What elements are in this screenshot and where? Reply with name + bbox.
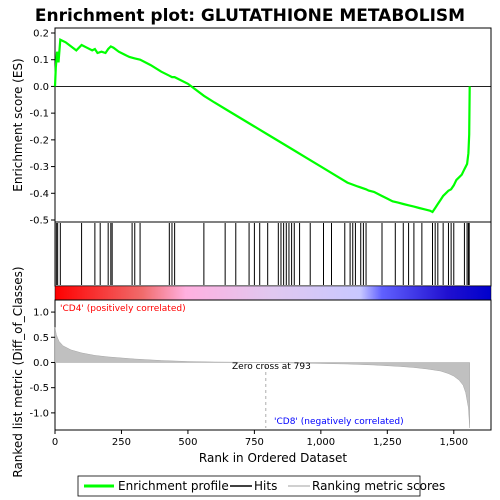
enrichment-profile-line: [53, 37, 471, 214]
metric-y-axis: 1.0 0.5 0.0 -0.5 -1.0: [29, 308, 55, 419]
legend-label-hits: Hits: [254, 479, 277, 493]
es-y-tick-label: 0.1: [33, 55, 49, 66]
ranking-metric-area: [54, 327, 470, 429]
metric-y-tick-label: -1.0: [29, 408, 49, 419]
metric-y-axis-label: Ranked list metric (Diff_of_Classes): [11, 266, 25, 477]
colorbar-gradient: [54, 285, 492, 301]
metric-panel: 'CD4' (positively correlated) 'CD8' (neg…: [11, 266, 492, 478]
x-tick-label: 1,500: [439, 437, 468, 448]
es-panel: 0.2 0.1 0.0 -0.1 -0.2 -0.3 -0.4 -0.5 Enrichment…: [11, 27, 492, 227]
negative-correlation-label: 'CD8' (negatively correlated): [274, 417, 404, 427]
hits-panel: [54, 221, 492, 287]
x-tick-label: 1,250: [373, 437, 402, 448]
es-y-tick-label: -0.2: [29, 135, 49, 146]
x-axis-label: Rank in Ordered Dataset: [199, 451, 347, 465]
es-y-tick-label: -0.1: [29, 109, 49, 120]
metric-y-tick-label: 0.0: [33, 358, 49, 369]
legend-label-ranking-metric: Ranking metric scores: [312, 479, 445, 493]
x-tick-label: 250: [112, 437, 131, 448]
metric-y-tick-label: -0.5: [29, 383, 49, 394]
zero-cross-label: Zero cross at 793: [232, 362, 311, 372]
legend-label-enrichment-profile: Enrichment profile: [118, 479, 229, 493]
es-y-tick-label: -0.4: [29, 189, 49, 200]
es-y-tick-label: -0.3: [29, 162, 49, 173]
x-tick-label: 1,000: [307, 437, 336, 448]
x-tick-label: 500: [178, 437, 197, 448]
es-y-tick-label: 0.0: [33, 82, 49, 93]
rank-colorbar: [54, 285, 492, 301]
hit-marks: [55, 223, 470, 285]
x-tick-label: 750: [245, 437, 264, 448]
es-y-tick-label: 0.2: [33, 29, 49, 40]
legend: Enrichment profile Hits Ranking metric s…: [77, 475, 445, 497]
metric-x-axis: 0 250 500 750 1,000 1,250 1,500: [52, 430, 468, 448]
x-tick-label: 0: [52, 437, 58, 448]
es-y-tick-label: -0.5: [29, 216, 49, 227]
es-plot-frame: [54, 27, 492, 223]
es-y-axis: 0.2 0.1 0.0 -0.1 -0.2 -0.3 -0.4 -0.5: [29, 29, 55, 227]
chart-title: Enrichment plot: GLUTATHIONE METABOLISM: [35, 6, 465, 26]
es-y-axis-label: Enrichment score (ES): [11, 58, 25, 191]
hits-frame: [54, 221, 492, 287]
metric-y-tick-label: 0.5: [33, 333, 49, 344]
positive-correlation-label: 'CD4' (positively correlated): [60, 304, 186, 314]
metric-y-tick-label: 1.0: [33, 308, 49, 319]
